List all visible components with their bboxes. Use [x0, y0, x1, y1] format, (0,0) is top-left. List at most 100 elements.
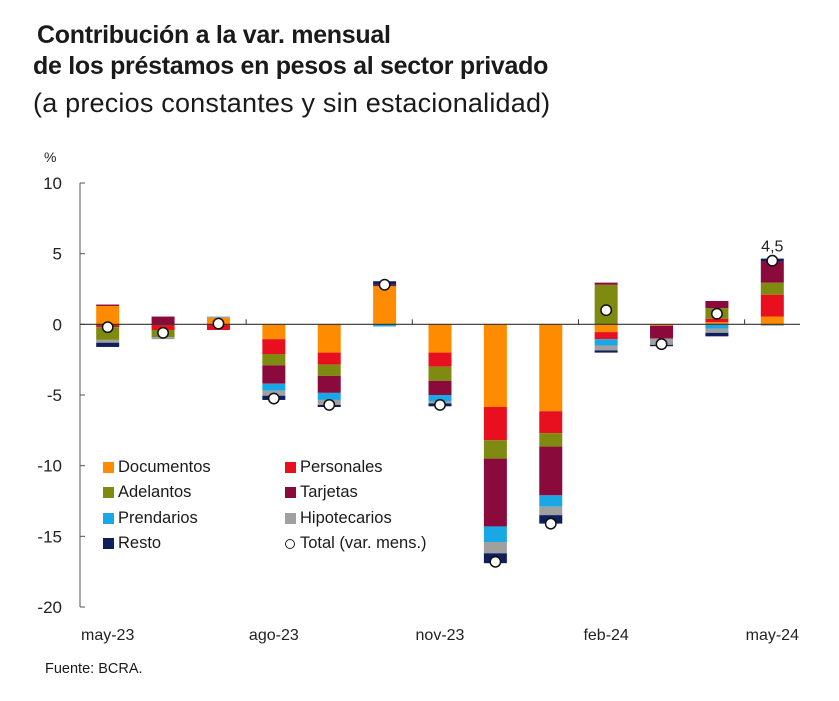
bar-segment-personales	[594, 332, 618, 340]
y-axis-unit-label: %	[44, 149, 56, 165]
x-tick-label: nov-23	[416, 627, 465, 644]
y-tick-label: 10	[43, 174, 62, 193]
legend-swatch	[285, 487, 296, 498]
legend-item-resto: Resto	[103, 533, 161, 555]
legend-label: Adelantos	[118, 483, 192, 501]
bar-segment-hipotecarios	[539, 506, 563, 516]
legend-item-hipotecarios: Hipotecarios	[285, 507, 392, 529]
bar-segment-tarjetas	[650, 325, 674, 339]
bar-stack-feb-24	[594, 282, 618, 353]
bar-segment-tarjetas	[151, 316, 175, 325]
bar-segment-personales	[483, 407, 507, 441]
legend-label: Documentos	[118, 457, 211, 476]
bar-segment-documentos	[539, 324, 563, 412]
y-axis: 10 5 0 -5 -10 -15 -20	[37, 174, 85, 617]
bar-segment-adelantos	[317, 364, 341, 376]
chart-title: Contribución a la var. mensual de los pr…	[33, 20, 548, 82]
bar-stack-ago-23	[262, 324, 286, 400]
legend-item-tarjetas: Tarjetas	[285, 482, 358, 504]
bar-segment-tarjetas	[483, 458, 507, 527]
legend-swatch	[103, 461, 114, 473]
bar-segment-documentos	[262, 324, 286, 340]
total-marker-may-23	[101, 321, 114, 334]
bar-segment-prendarios	[594, 339, 618, 346]
total-marker-abr-24	[710, 307, 723, 320]
total-marker-nov-23	[434, 398, 446, 411]
bar-segment-documentos	[96, 305, 120, 325]
legend-item-prendarios: Prendarios	[103, 507, 198, 529]
title-line-1: Contribución a la var. mensual	[37, 21, 391, 49]
y-tick-label: -20	[37, 598, 62, 617]
bar-segment-hipotecarios	[594, 345, 618, 351]
bar-segment-documentos	[650, 324, 674, 326]
bar-segment-personales	[428, 352, 452, 367]
bar-segment-tarjetas	[317, 375, 341, 393]
total-value-label: 4,5	[761, 239, 783, 256]
bar-segment-adelantos	[539, 433, 563, 447]
total-marker-ene-24	[544, 517, 557, 530]
bar-segment-tarjetas	[705, 301, 729, 309]
legend-label: Prendarios	[118, 508, 198, 527]
total-marker-ago-23	[267, 392, 280, 405]
bar-segment-personales	[262, 339, 286, 355]
bar-segment-prendarios	[428, 395, 452, 402]
legend-item-adelantos: Adelantos	[103, 482, 191, 504]
bar-stack-may-24	[760, 258, 784, 326]
legend-swatch	[103, 487, 114, 498]
bar-segment-tarjetas	[539, 446, 563, 496]
bar-segment-adelantos	[262, 354, 286, 366]
legend-label: Tarjetas	[300, 483, 358, 501]
bar-segment-documentos	[317, 324, 341, 353]
bar-segment-hipotecarios	[483, 541, 507, 554]
bar-segment-tarjetas	[96, 304, 120, 306]
y-tick-label: 0	[53, 315, 62, 334]
bar-segment-resto	[594, 350, 618, 353]
x-tick-label: ago-23	[249, 627, 299, 644]
bar-stack-dic-23	[483, 324, 507, 564]
bar-segment-documentos	[760, 316, 784, 325]
x-tick-label: feb-24	[583, 627, 628, 644]
bar-stack-ene-24	[539, 324, 563, 524]
bar-stack-nov-23	[428, 324, 452, 407]
bar-segment-prendarios	[262, 383, 286, 391]
bar-segment-adelantos	[96, 327, 120, 340]
legend-swatch	[285, 512, 296, 524]
bar-segment-documentos	[373, 286, 397, 325]
total-marker-jun-23	[157, 326, 170, 339]
bar-segment-documentos	[594, 324, 618, 333]
legend-item-documentos: Documentos	[103, 456, 211, 478]
bar-segment-personales	[317, 352, 341, 365]
y-tick-label: -15	[37, 527, 62, 546]
source-note: Fuente: BCRA.	[45, 661, 143, 677]
circle-marker-icon	[285, 538, 295, 549]
y-tick-label: 5	[53, 245, 62, 264]
bar-segment-hipotecarios	[705, 328, 729, 333]
bar-segment-hipotecarios	[206, 316, 230, 318]
x-axis: may-23 ago-23 nov-23 feb-24 may-24	[80, 319, 800, 644]
bar-segment-tarjetas	[760, 261, 784, 283]
legend-item-personales: Personales	[285, 456, 383, 478]
bar-segment-documentos	[705, 322, 729, 325]
bar-segment-personales	[760, 294, 784, 317]
bar-segment-tarjetas	[262, 365, 286, 384]
legend-swatch	[103, 512, 114, 524]
bar-segment-resto	[96, 342, 120, 347]
bar-segment-personales	[705, 318, 729, 323]
bar-segment-prendarios	[373, 324, 397, 327]
legend-label: Total (var. mens.)	[300, 534, 427, 552]
total-marker-jul-23	[212, 317, 225, 330]
bar-segment-tarjetas	[594, 282, 618, 285]
total-marker-sep-23	[323, 398, 336, 411]
total-marker-dic-23	[489, 555, 502, 568]
legend-label: Resto	[118, 534, 162, 552]
legend-item-total: Total (var. mens.)	[285, 533, 427, 555]
total-marker-mar-24	[655, 338, 668, 351]
bar-segment-prendarios	[317, 392, 341, 400]
legend-label: Hipotecarios	[300, 508, 392, 527]
total-marker-feb-24	[600, 304, 613, 317]
bar-segment-documentos	[428, 324, 452, 353]
bar-segment-tarjetas	[428, 380, 452, 395]
total-marker-oct-23	[378, 278, 391, 291]
bar-segment-hipotecarios	[760, 324, 784, 326]
